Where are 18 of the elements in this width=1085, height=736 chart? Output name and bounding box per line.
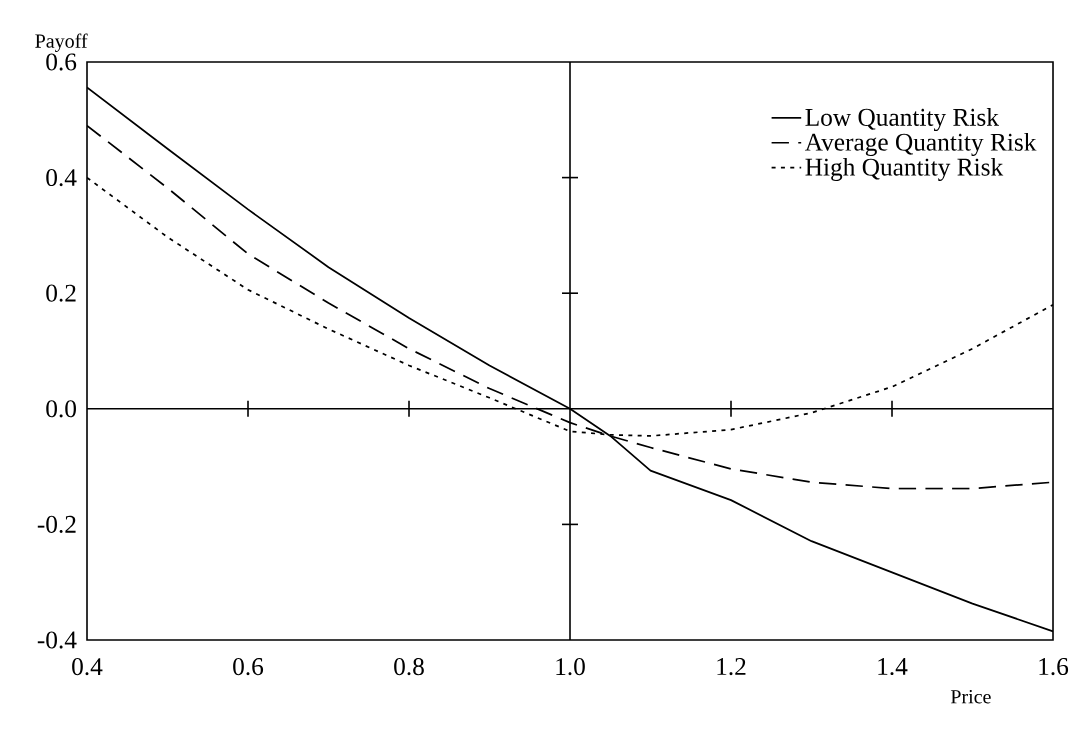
legend-label: High Quantity Risk (805, 157, 1004, 181)
y-tick-label: 0.2 (46, 284, 76, 302)
y-axis-title: Payoff (35, 33, 88, 52)
x-tick-label: 1.6 (1039, 658, 1069, 676)
x-tick-label: 1.0 (556, 658, 585, 676)
x-tick-label: 0.6 (233, 658, 264, 676)
legend-label: Average Quantity Risk (804, 132, 1037, 156)
y-tick-label: 0.4 (46, 169, 77, 187)
y-tick-label: 0.0 (46, 400, 76, 418)
x-tick-label: 1.4 (878, 658, 908, 676)
y-tick-label: -0.2 (37, 515, 76, 533)
legend-label: Low Quantity Risk (805, 108, 999, 132)
y-tick-label: -0.4 (37, 631, 77, 649)
y-tick-label: 0.6 (46, 53, 77, 71)
x-tick-label: 1.2 (717, 658, 746, 676)
x-tick-label: 0.8 (394, 658, 424, 676)
x-tick-label: 0.4 (72, 658, 103, 676)
x-axis-title: Price (950, 690, 991, 704)
